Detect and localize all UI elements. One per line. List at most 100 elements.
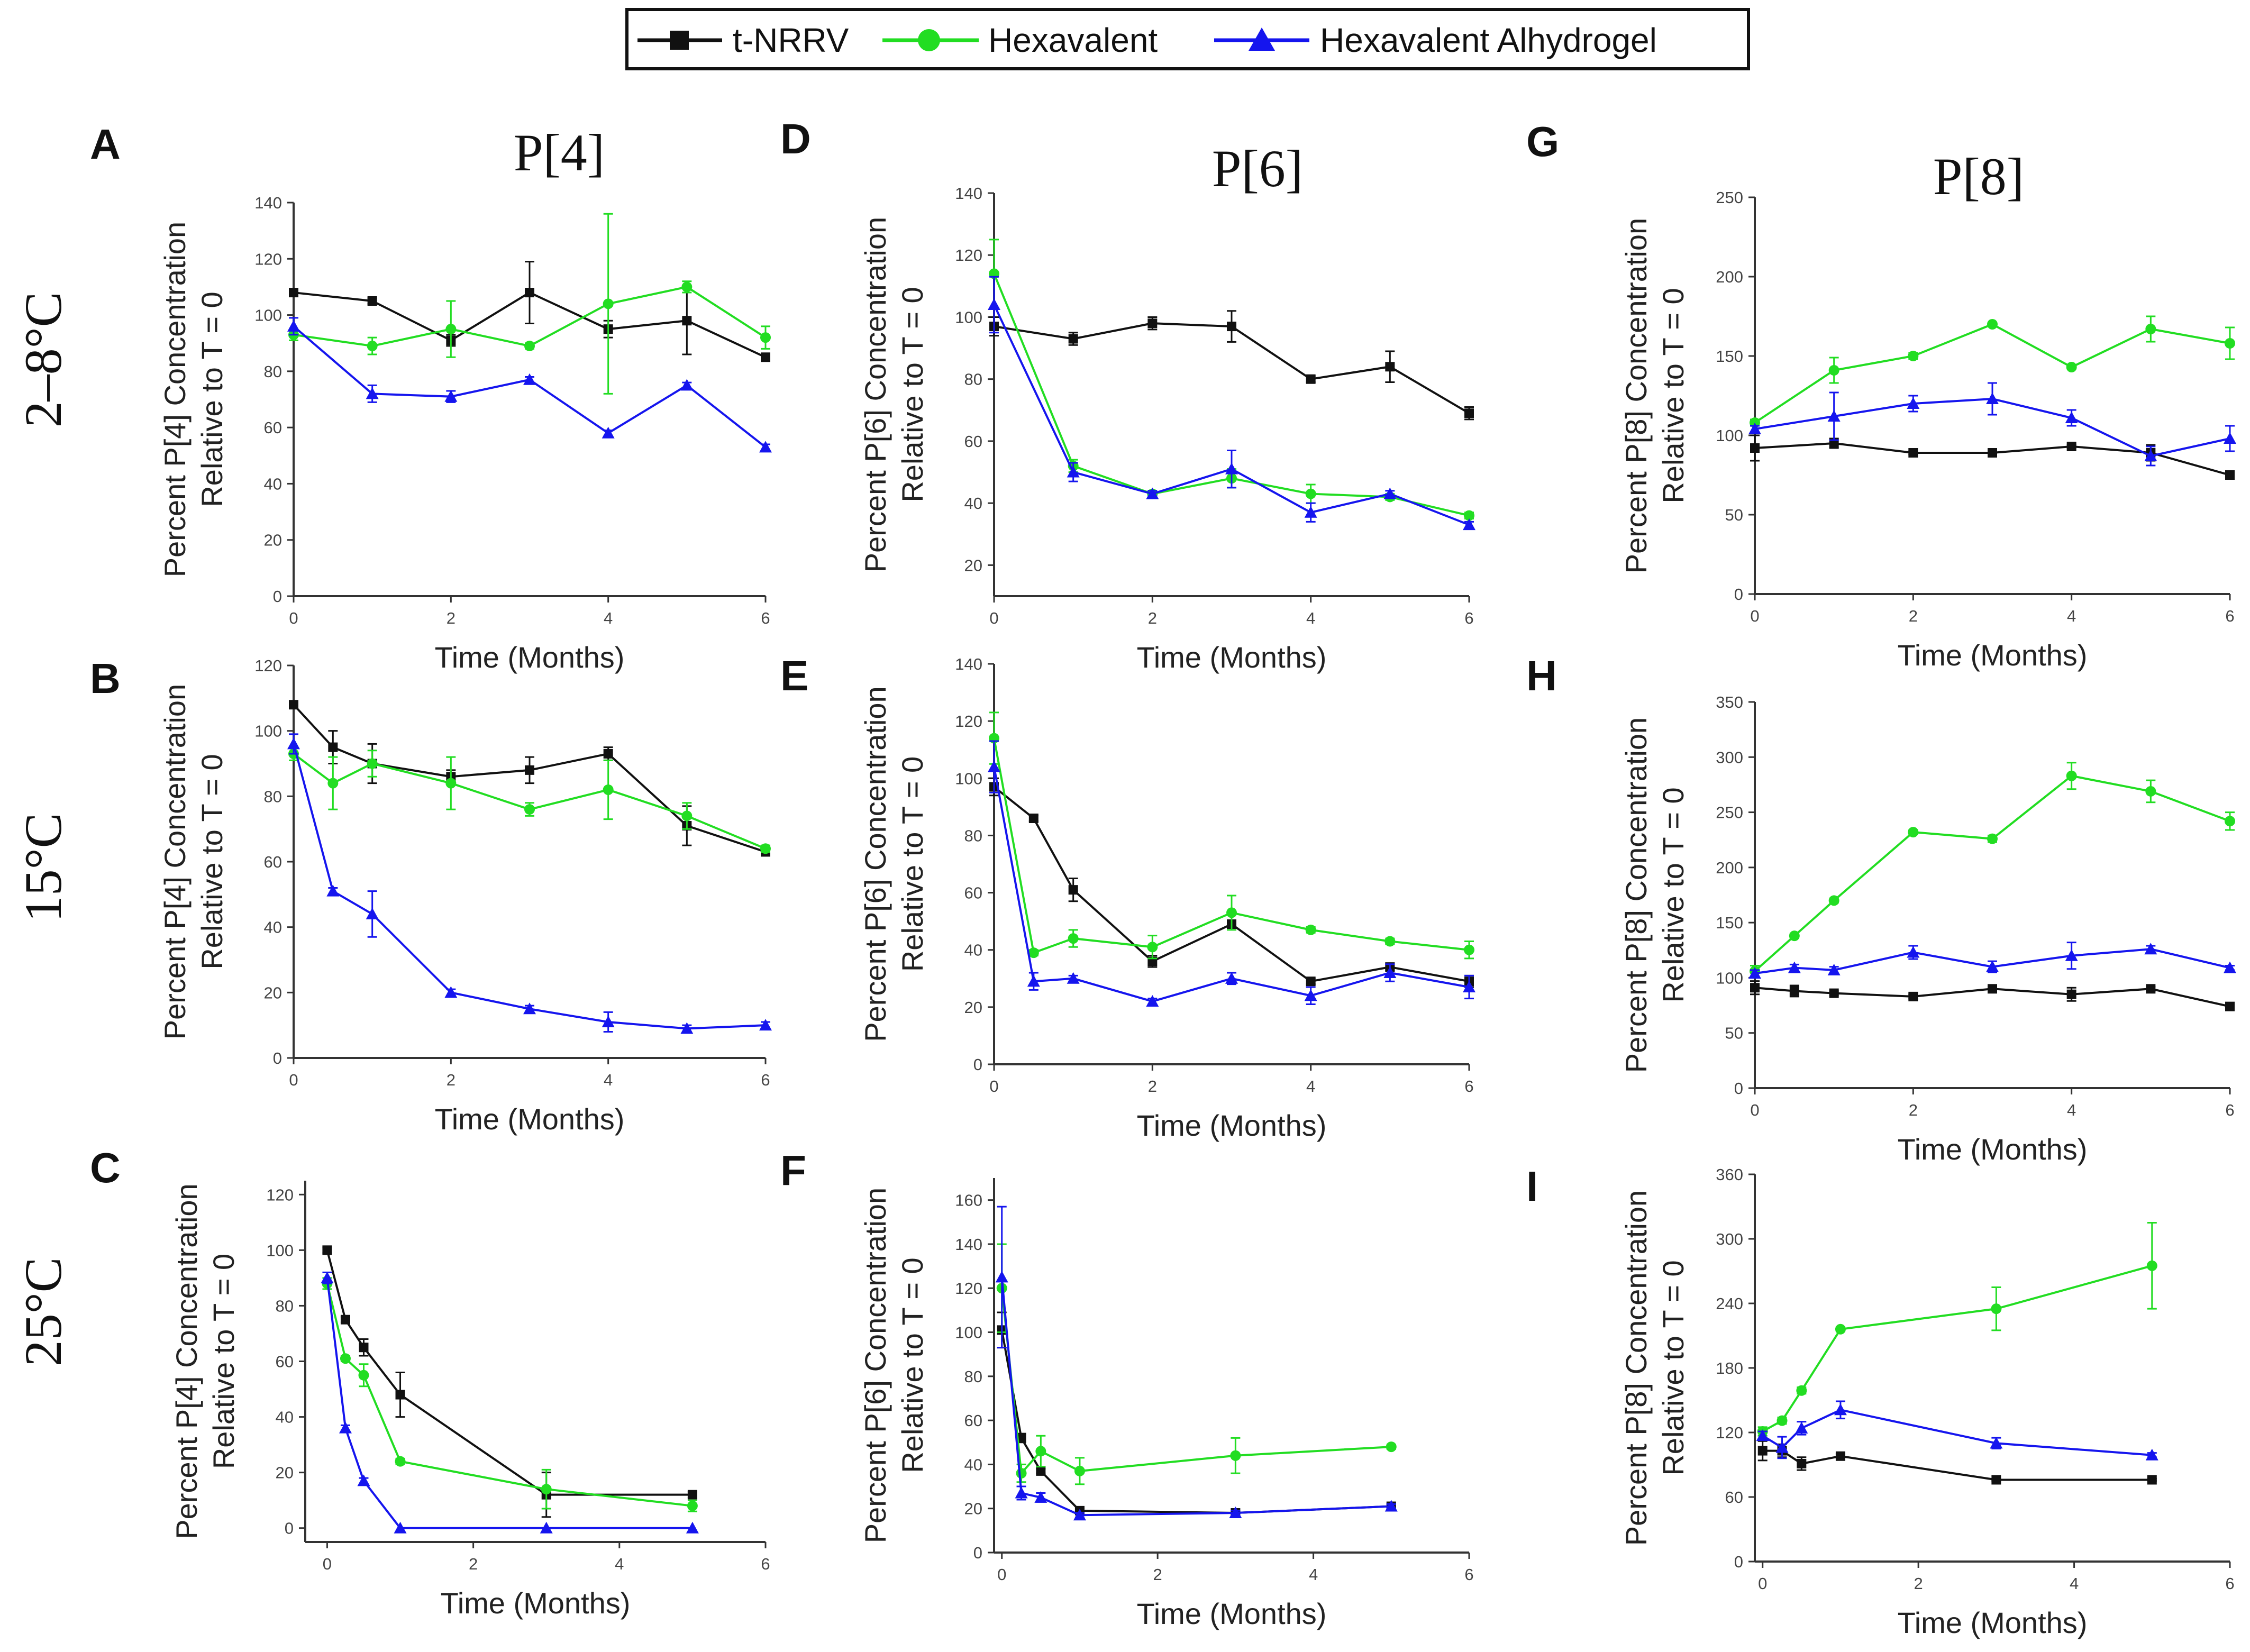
series-line-hexavalent xyxy=(326,1283,693,1507)
data-point xyxy=(1306,374,1316,384)
y-tick-label: 40 xyxy=(964,1455,982,1474)
y-tick-label: 100 xyxy=(955,308,982,326)
data-point xyxy=(2224,432,2236,444)
data-point xyxy=(2065,949,2078,961)
data-point xyxy=(321,1271,334,1283)
y-tick-label: 60 xyxy=(264,418,282,437)
series-hexavalent-alhydrogel xyxy=(988,276,1475,531)
series-hexavalent-alhydrogel xyxy=(287,733,772,1034)
y-tick-label: 80 xyxy=(264,362,282,381)
data-point xyxy=(1986,960,1999,972)
data-point xyxy=(2146,1260,2157,1271)
data-point xyxy=(2065,412,2078,423)
data-point xyxy=(603,784,614,795)
x-axis-label: Time (Months) xyxy=(1137,1109,1327,1142)
x-tick-label: 4 xyxy=(1309,1565,1318,1584)
series-hexavalent xyxy=(288,213,771,395)
data-point xyxy=(1028,947,1039,959)
y-tick-label: 20 xyxy=(964,998,982,1017)
data-point xyxy=(2225,338,2235,349)
data-point xyxy=(1147,942,1158,953)
data-point xyxy=(525,765,534,775)
legend-box xyxy=(625,8,1750,70)
x-tick-label: 4 xyxy=(1306,609,1315,627)
data-point xyxy=(681,281,693,293)
data-point xyxy=(1990,1437,2003,1449)
series-line-hexavalent-alhydrogel xyxy=(993,766,1470,1003)
y-tick-label: 360 xyxy=(1716,1165,1743,1184)
data-point xyxy=(445,778,457,789)
data-point xyxy=(1907,946,1920,958)
column-title-p4: P[4] xyxy=(514,123,605,182)
y-tick-label: 20 xyxy=(264,983,282,1002)
data-point xyxy=(366,907,379,919)
series-line-hexavalent-alhydrogel xyxy=(1754,948,2230,975)
y-tick-label: 150 xyxy=(1716,914,1743,932)
data-point xyxy=(445,324,457,335)
data-point xyxy=(1074,1465,1085,1476)
y-tick-label: 250 xyxy=(1716,804,1743,822)
data-point xyxy=(1036,1466,1046,1476)
y-tick-label: 180 xyxy=(1716,1359,1743,1377)
y-tick-label: 160 xyxy=(955,1191,982,1210)
panel-letter: E xyxy=(780,652,808,699)
data-point xyxy=(1035,1446,1046,1457)
y-tick-label: 60 xyxy=(1725,1488,1743,1507)
x-axis-label: Time (Months) xyxy=(1898,1133,2088,1166)
data-point xyxy=(1305,488,1316,499)
data-point xyxy=(327,778,339,789)
data-point xyxy=(760,843,771,854)
x-tick-label: 0 xyxy=(997,1565,1006,1584)
series-hexavalent-alhydrogel xyxy=(988,740,1475,1007)
x-axis-label: Time (Months) xyxy=(1898,1606,2088,1639)
data-point xyxy=(1789,986,1799,996)
row-label-25c: 25°C xyxy=(14,1257,72,1367)
data-point xyxy=(2225,470,2235,480)
data-point xyxy=(1305,924,1316,935)
row-label-15c: 15°C xyxy=(14,813,72,923)
y-tick-label: 150 xyxy=(1716,347,1743,366)
data-point xyxy=(395,1390,405,1400)
y-tick-label: 40 xyxy=(264,474,282,493)
y-tick-label: 20 xyxy=(964,556,982,574)
series-line-hexavalent xyxy=(1754,774,2230,972)
data-point xyxy=(357,1474,370,1486)
data-point xyxy=(1829,988,1839,998)
data-point xyxy=(1146,487,1159,499)
data-point xyxy=(602,1015,615,1027)
y-axis-label-line2: Relative to T = 0 xyxy=(1656,1260,1690,1475)
series-line-hexavalent xyxy=(993,738,1470,954)
data-point xyxy=(2145,1448,2158,1461)
data-point xyxy=(1828,895,1839,906)
data-point xyxy=(1789,930,1800,942)
y-tick-label: 120 xyxy=(1716,1423,1743,1442)
y-tick-label: 140 xyxy=(955,1235,982,1254)
y-tick-label: 250 xyxy=(1716,188,1743,207)
y-axis-label-line2: Relative to T = 0 xyxy=(896,756,929,972)
data-point xyxy=(1384,936,1396,947)
data-point xyxy=(988,298,1000,311)
column-title-p6: P[6] xyxy=(1212,139,1303,198)
series-line-t-nrrv xyxy=(993,786,1470,983)
data-point xyxy=(1987,319,1998,330)
series-hexavalent xyxy=(322,1277,698,1512)
data-point xyxy=(2225,816,2235,827)
x-tick-label: 4 xyxy=(2070,1574,2079,1593)
x-tick-label: 2 xyxy=(447,609,456,627)
y-axis-label-line2: Relative to T = 0 xyxy=(195,754,229,969)
data-point xyxy=(760,332,771,343)
data-point xyxy=(1908,448,1918,458)
panel-letter: B xyxy=(90,655,121,702)
data-point xyxy=(759,1019,772,1031)
y-axis-label-line1: Percent P[4] Concentration xyxy=(158,222,192,577)
data-point xyxy=(1304,989,1317,1001)
data-point xyxy=(1796,1385,1807,1396)
data-point xyxy=(687,1490,697,1500)
legend-item-hexavalent: Hexavalent xyxy=(882,21,1158,59)
data-point xyxy=(1991,1475,2001,1485)
y-axis-label-line1: Percent P[8] Concentration xyxy=(1619,1190,1653,1546)
legend-label-hexavalent-alhydrogel: Hexavalent Alhydrogel xyxy=(1320,21,1657,59)
